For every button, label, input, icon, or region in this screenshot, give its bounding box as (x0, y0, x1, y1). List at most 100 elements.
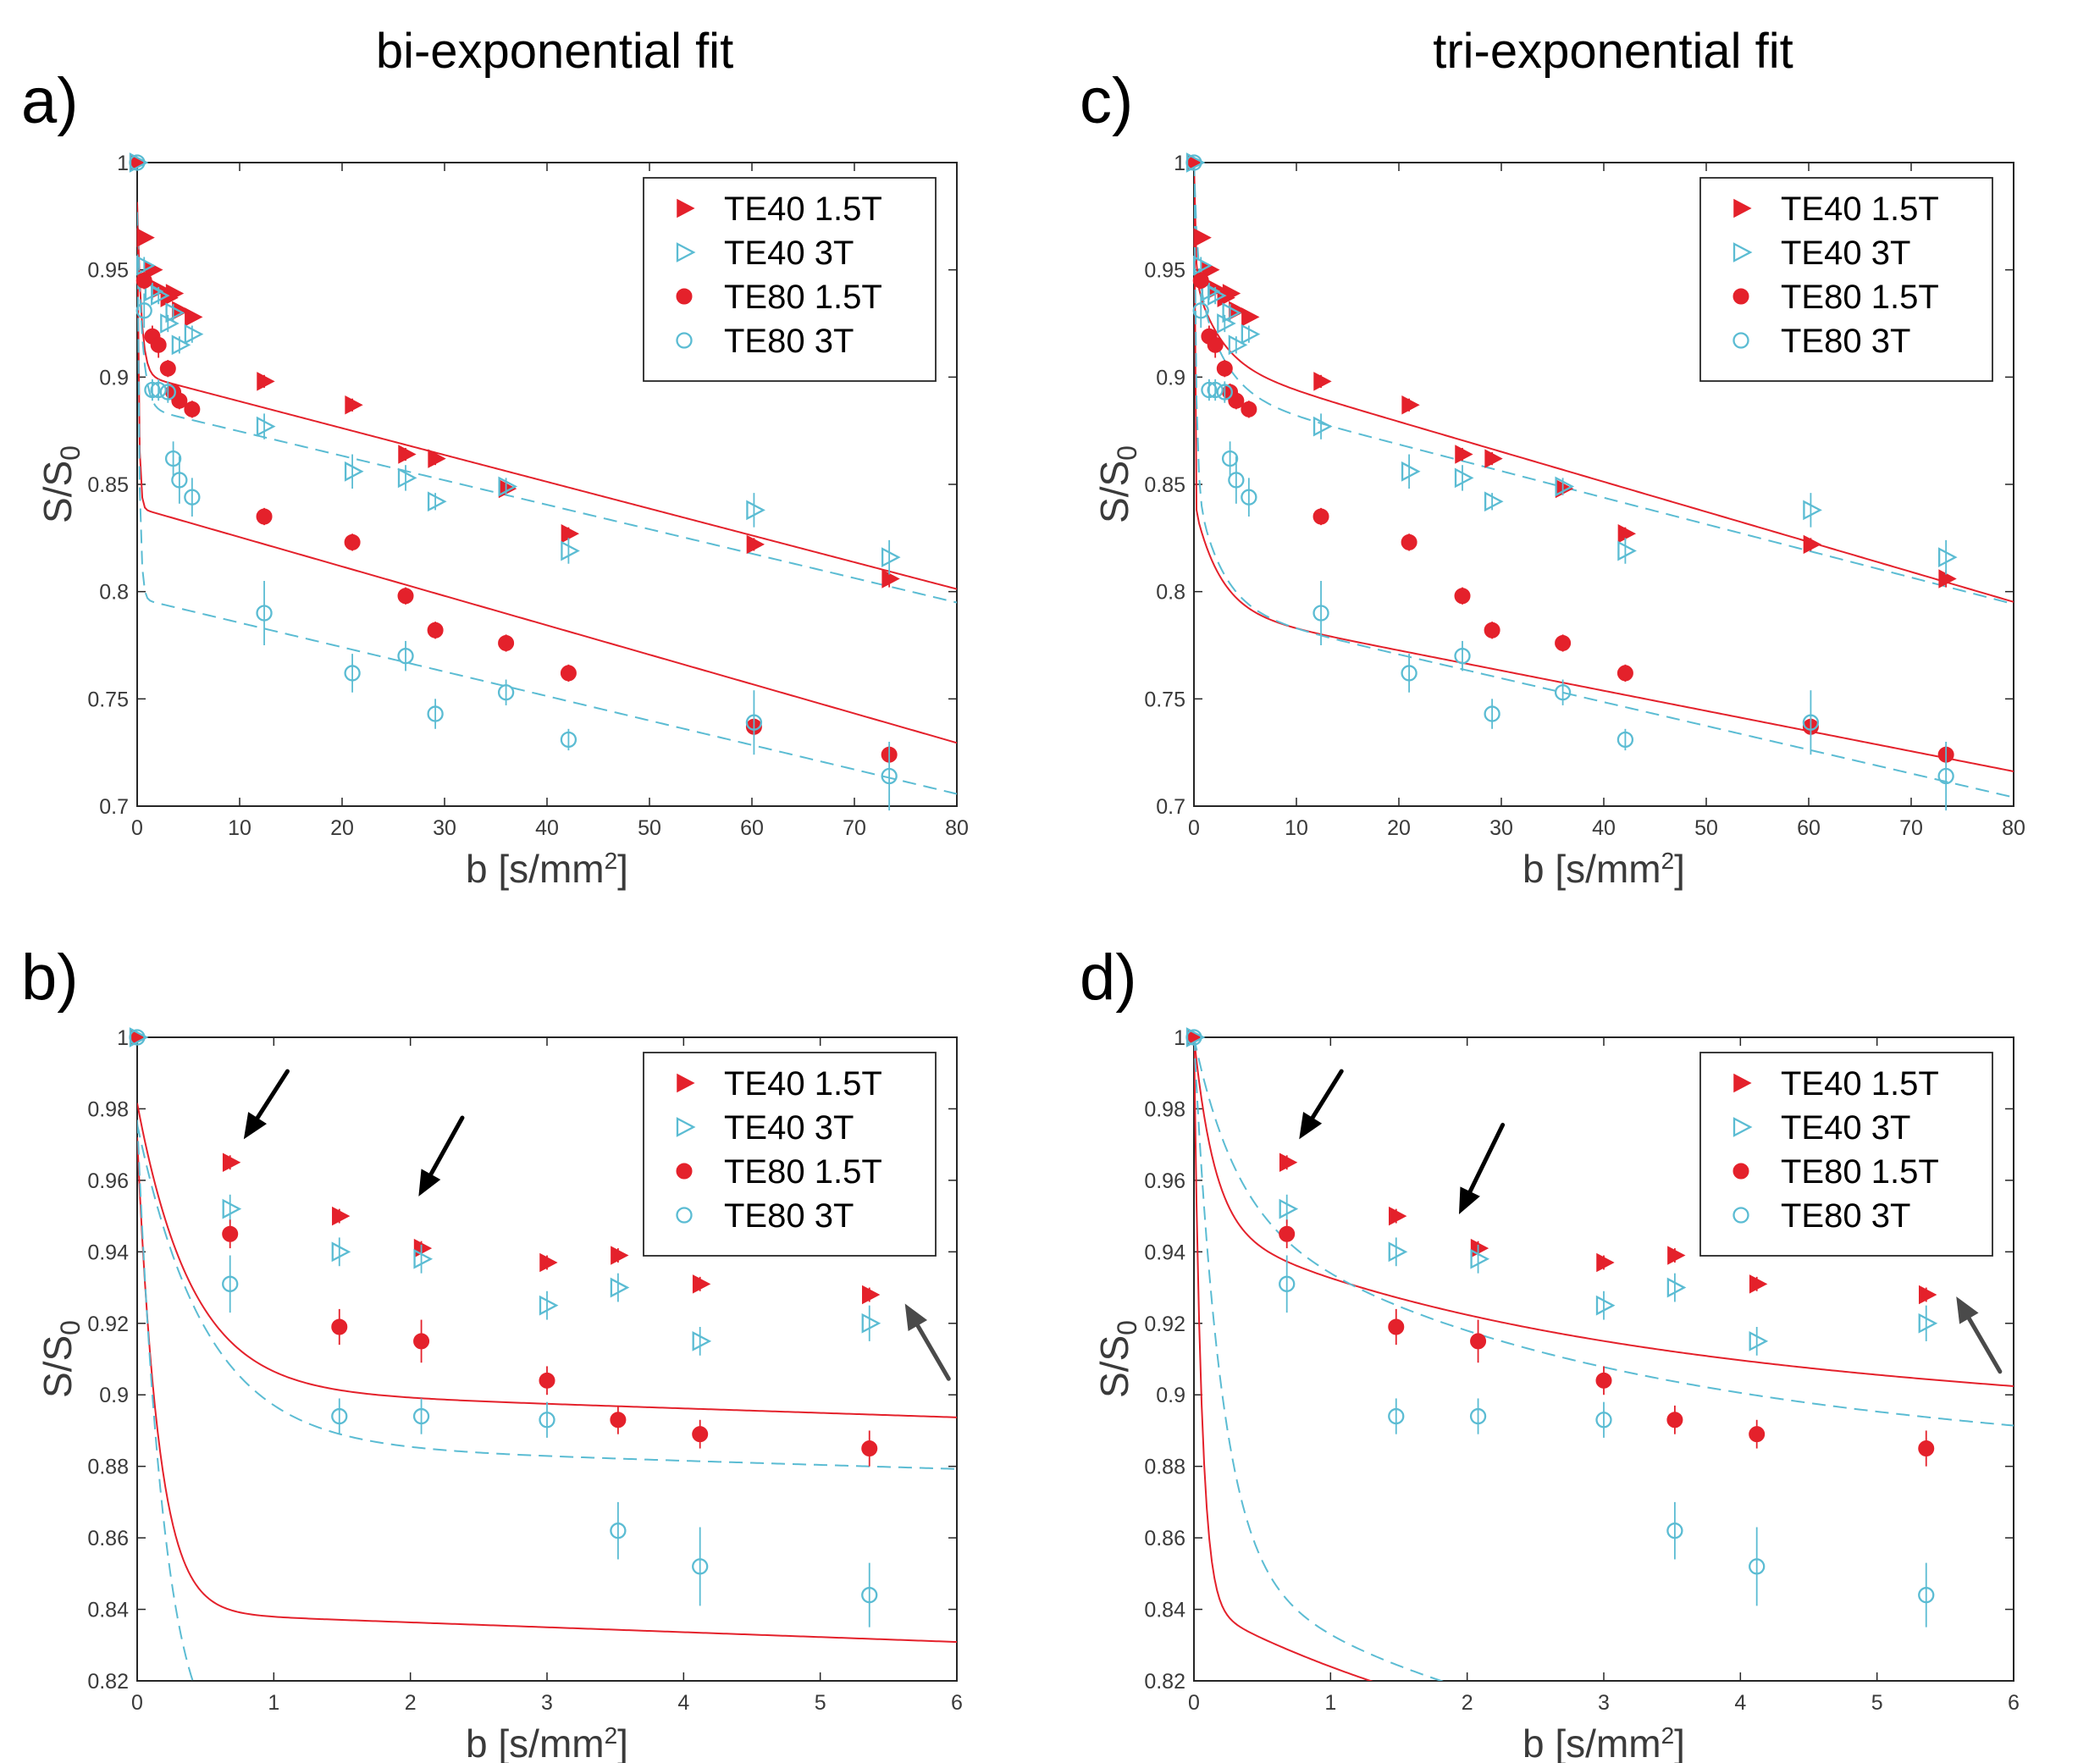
legend-label: TE80 3T (724, 323, 854, 360)
data-point (1918, 1313, 1938, 1334)
legend-marker (1732, 1163, 1749, 1180)
data-point (1937, 547, 1958, 568)
x-axis-label-end: ] (617, 847, 628, 891)
x-tick-label: 50 (1694, 816, 1718, 840)
data-point (1222, 284, 1241, 303)
data-point (497, 684, 515, 701)
legend-box (1699, 177, 1993, 382)
data-point (159, 384, 176, 401)
x-tick-label: 50 (638, 816, 661, 840)
legend-marker (677, 1073, 695, 1093)
y-tick-label: 0.94 (87, 1241, 129, 1264)
data-point (1401, 395, 1420, 415)
data-point (539, 1372, 555, 1389)
x-axis-label-superscript: 2 (1661, 848, 1675, 874)
data-point (692, 1330, 712, 1351)
arrow-head (1299, 1111, 1323, 1140)
data-point (256, 508, 273, 525)
x-tick-label: 40 (1592, 816, 1616, 840)
data-point (1454, 588, 1471, 605)
data-point (1595, 1412, 1612, 1429)
data-point (1193, 255, 1213, 276)
legend-box (1699, 1052, 1993, 1257)
data-point (1595, 1295, 1616, 1316)
x-tick-label: 0 (1188, 1691, 1200, 1715)
data-point (222, 1198, 242, 1219)
y-tick-label: 0.82 (87, 1670, 129, 1694)
legend-label: TE40 1.5T (1781, 191, 1939, 228)
fit-curves (137, 202, 957, 795)
annotation-arrow (1458, 1122, 1506, 1214)
legend-label: TE40 3T (1781, 235, 1910, 272)
data-point (144, 381, 161, 399)
x-tick-label: 2 (405, 1691, 417, 1715)
data-point (1388, 1241, 1408, 1263)
arrow-head (1956, 1296, 1979, 1324)
data-point (1192, 302, 1209, 319)
x-axis-label-main: b [s/mm (466, 1722, 605, 1763)
data-point (136, 228, 155, 247)
data-point (1228, 472, 1245, 489)
data-point (1555, 476, 1575, 497)
y-axis-label-main: S/S (36, 1335, 80, 1398)
data-point (1185, 1029, 1202, 1046)
data-point (861, 1313, 881, 1334)
x-axis-label-main: b [s/mm (1522, 847, 1661, 891)
arrow-shaft (915, 1323, 951, 1381)
data-point (1937, 767, 1954, 785)
x-tick-label: 0 (131, 816, 143, 840)
data-point (1312, 416, 1333, 437)
y-axis-label-subscript: 0 (55, 1320, 86, 1335)
data-point (171, 334, 191, 356)
legend-marker (1732, 1117, 1753, 1137)
data-point (412, 1407, 430, 1425)
column-title-left: bi-exponential fit (376, 24, 733, 79)
x-tick-label: 6 (951, 1691, 963, 1715)
data-point (611, 1246, 629, 1265)
y-axis-label: S/S0 (1092, 445, 1142, 523)
series-te40-3t (129, 152, 901, 575)
x-tick-label: 30 (1489, 816, 1513, 840)
y-tick-label: 0.7 (1156, 795, 1185, 819)
series-te80-3t (129, 1029, 878, 1628)
legend-label: TE40 1.5T (724, 1065, 882, 1103)
data-point (1455, 445, 1473, 464)
data-point (1484, 622, 1500, 638)
data-point (881, 547, 901, 568)
legend-label: TE80 1.5T (724, 1153, 882, 1191)
data-point (1470, 1333, 1487, 1350)
data-point (1241, 401, 1257, 417)
data-point (692, 1426, 709, 1443)
x-tick-label: 30 (433, 816, 456, 840)
legend-label: TE40 1.5T (724, 191, 882, 228)
x-tick-label: 6 (2008, 1691, 2020, 1715)
legend-marker (1732, 1207, 1749, 1224)
legend-marker (676, 332, 693, 349)
data-point (1749, 1426, 1766, 1443)
data-point (1241, 323, 1261, 345)
data-point (332, 1206, 351, 1226)
legend-label: TE40 3T (1781, 1109, 1910, 1147)
x-axis-label-end: ] (1674, 847, 1685, 891)
annotation-arrow (1956, 1296, 2003, 1374)
series-te80-1-5t (135, 272, 898, 764)
y-tick-label: 0.88 (1144, 1456, 1185, 1479)
y-tick-label: 0.92 (1144, 1313, 1185, 1336)
legend-marker (1733, 198, 1752, 218)
data-point (1279, 1198, 1299, 1219)
data-point (164, 450, 182, 467)
data-point (331, 1407, 348, 1425)
y-tick-label: 0.95 (1144, 259, 1185, 283)
arrow-head (418, 1169, 441, 1197)
annotation-arrow (418, 1115, 465, 1197)
data-point (171, 472, 188, 489)
x-axis-label-end: ] (617, 1722, 628, 1763)
x-tick-label: 1 (1324, 1691, 1336, 1715)
data-point (344, 461, 364, 482)
data-point (397, 467, 417, 489)
x-axis-label: b [s/mm2] (466, 1722, 628, 1763)
x-tick-label: 20 (1387, 816, 1411, 840)
data-point (610, 1412, 627, 1429)
data-point (881, 767, 898, 785)
